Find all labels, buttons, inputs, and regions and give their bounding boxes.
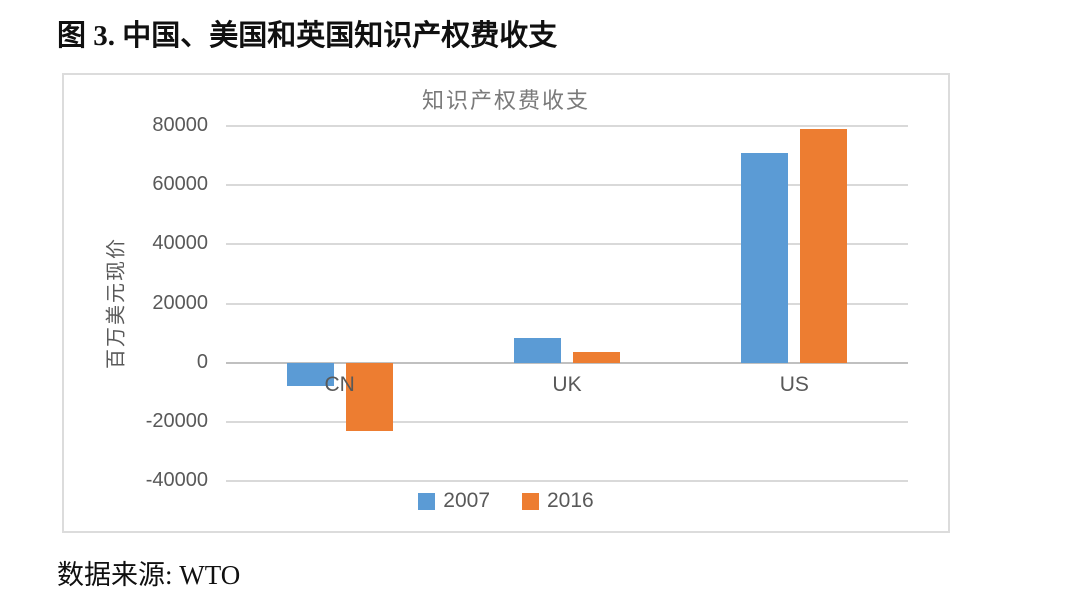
gridline-20000	[226, 302, 908, 305]
page-title: 图 3. 中国、美国和英国知识产权费收支	[57, 20, 558, 52]
gridline--40000	[226, 480, 908, 482]
gridline-40000	[226, 243, 908, 246]
y-tick-label-60000: 60000	[152, 173, 208, 196]
legend: 2007 2016	[64, 489, 948, 513]
y-tick-label-40000: 40000	[152, 232, 208, 255]
plot-area: 80000 60000 40000 20000 0 -20000 -40000 CN UK US	[146, 114, 908, 491]
y-tick-label--40000: -40000	[145, 469, 208, 491]
bar-2007-US	[741, 152, 789, 363]
legend-swatch-2007	[418, 492, 436, 510]
category-label-US: US	[779, 373, 809, 396]
legend-swatch-2016	[522, 492, 539, 510]
legend-label-2007: 2007	[443, 489, 490, 512]
gridline--20000	[226, 420, 908, 423]
y-tick-label-20000: 20000	[152, 291, 208, 314]
bar-2016-CN	[345, 362, 393, 431]
y-tick-label-0: 0	[196, 350, 208, 373]
gridline-0	[226, 361, 908, 364]
gridline-80000	[226, 125, 908, 127]
source-caption: 数据来源: WTO	[57, 560, 241, 590]
ip-fees-bar-chart: 知识产权费收支 百万美元现价 80000 60000 40000 20000 0 -200…	[62, 73, 950, 533]
bar-2007-UK	[514, 337, 561, 363]
category-label-UK: UK	[552, 373, 582, 396]
chart-title: 知识产权费收支	[421, 88, 590, 113]
legend-item-2016: 2016	[522, 489, 594, 513]
bar-2007-CN	[286, 362, 334, 387]
y-tick-label--20000: -20000	[145, 409, 208, 432]
bar-2016-UK	[573, 352, 620, 363]
y-tick-label-80000: 80000	[152, 114, 208, 136]
bar-2016-US	[800, 128, 848, 363]
legend-label-2016: 2016	[547, 489, 594, 512]
category-label-CN: CN	[324, 373, 355, 396]
gridline-60000	[226, 184, 908, 187]
legend-item-2007: 2007	[418, 489, 490, 513]
